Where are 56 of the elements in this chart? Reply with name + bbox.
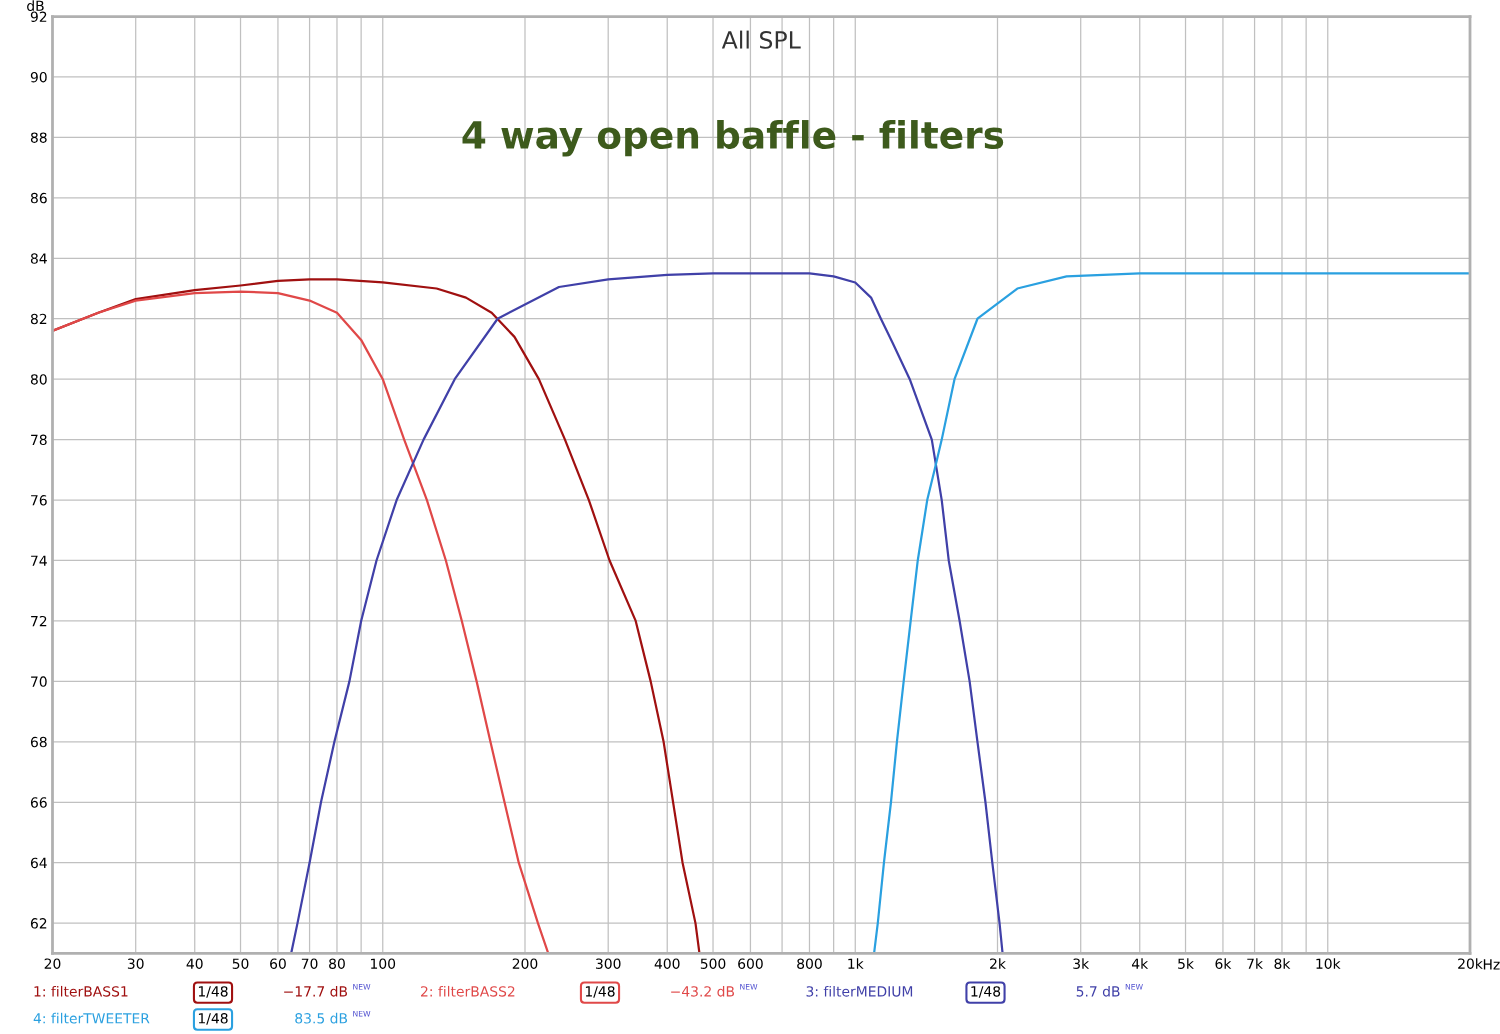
x-tick-label: 4k (1131, 958, 1149, 969)
x-tick-label: 20 (44, 958, 61, 969)
y-tick-label: 72 (31, 615, 47, 627)
x-tick-label: 10k (1316, 958, 1341, 969)
y-tick-label: 64 (30, 857, 47, 869)
y-tick-label: 68 (30, 736, 47, 748)
text: −43.2 dB (671, 985, 735, 997)
chart-title: All SPL (721, 30, 801, 49)
text: 1/48 (585, 986, 615, 998)
x-tick-label: 5k (1178, 958, 1194, 969)
text: 5.7 dB (1076, 985, 1120, 997)
y-tick-label: 76 (31, 495, 47, 506)
y-tick-label: 66 (30, 797, 47, 808)
y-tick-label: 80 (30, 374, 47, 385)
x-tick-label: 300 (596, 958, 621, 969)
text: 83.5 dB (295, 1012, 348, 1024)
x-tick-label: 6k (1215, 958, 1232, 969)
x-tick-label: 60 (270, 958, 286, 969)
x-tick-label: 600 (738, 958, 763, 969)
y-tick-label: 84 (30, 253, 47, 264)
y-tick-label: 74 (31, 555, 47, 566)
text: 4 way open baffle - filters (462, 120, 1004, 157)
x-tick-label: 2k (990, 958, 1006, 969)
x-tick-label: 80 (329, 958, 345, 969)
y-tick-label: 82 (30, 313, 47, 325)
x-tick-label: 20k (1458, 958, 1483, 969)
x-tick-label: 100 (371, 958, 396, 969)
y-tick-label: 62 (30, 918, 47, 929)
y-tick-label: 70 (31, 676, 47, 687)
text: 3: filterMEDIUM (806, 985, 913, 997)
x-tick-label: 8k (1274, 958, 1291, 969)
y-tick-label: 88 (30, 132, 47, 143)
x-tick-label: 70 (301, 958, 318, 969)
x-tick-label: 40 (186, 958, 203, 969)
text: 1/48 (198, 1013, 228, 1025)
text: −17.7 dB (284, 985, 348, 997)
text: 2: filterBASS2 (421, 985, 515, 997)
x-tick-label: 50 (232, 958, 249, 969)
y-tick-label: 90 (30, 71, 47, 83)
text: 4: filterTWEETER (33, 1012, 150, 1024)
y-tick-label: 78 (31, 434, 47, 446)
text: 1/48 (971, 986, 1001, 998)
x-axis-title: Hz (1483, 959, 1500, 970)
x-tick-label: 200 (512, 958, 538, 969)
x-tick-label: 500 (700, 958, 726, 969)
x-tick-label: 800 (797, 958, 822, 969)
text: 1/48 (198, 986, 228, 998)
text: 1: filterBASS1 (34, 985, 128, 997)
x-tick-label: 7k (1247, 958, 1263, 969)
x-tick-label: 1k (848, 958, 864, 969)
y-axis-title: dB (27, 0, 44, 12)
x-tick-label: 30 (127, 958, 144, 969)
x-tick-label: 3k (1073, 958, 1090, 969)
y-tick-label: 86 (30, 192, 47, 204)
x-tick-label: 400 (654, 958, 680, 969)
y-tick-label: 92 (30, 11, 47, 23)
